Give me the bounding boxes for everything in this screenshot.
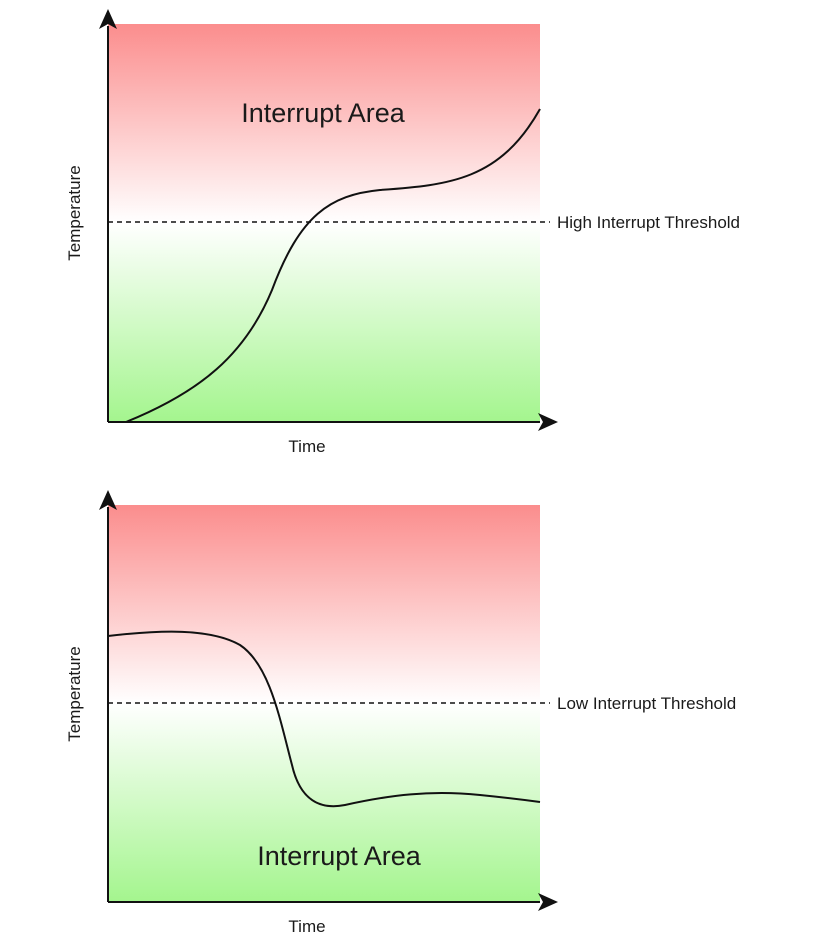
temperature-curve [107, 630, 541, 808]
x-axis-label: Time [288, 917, 325, 936]
interrupt-area-label: Interrupt Area [241, 98, 406, 128]
temperature-gradient-background [108, 24, 540, 422]
interrupt-area-label: Interrupt Area [257, 841, 422, 871]
low-threshold-label: Low Interrupt Threshold [557, 694, 736, 713]
x-axis-arrowhead [538, 413, 558, 431]
y-axis-arrowhead [99, 490, 117, 510]
y-axis-arrowhead [99, 9, 117, 29]
high-threshold-label: High Interrupt Threshold [557, 213, 740, 232]
y-axis-label: Temperature [65, 165, 84, 260]
x-axis-label: Time [288, 437, 325, 456]
y-axis-label: Temperature [65, 646, 84, 741]
x-axis-arrowhead [538, 893, 558, 911]
high-threshold-diagram: Interrupt Area High Interrupt Threshold … [65, 9, 740, 456]
low-threshold-diagram: Interrupt Area Low Interrupt Threshold T… [65, 490, 736, 936]
temperature-curve [125, 108, 541, 423]
